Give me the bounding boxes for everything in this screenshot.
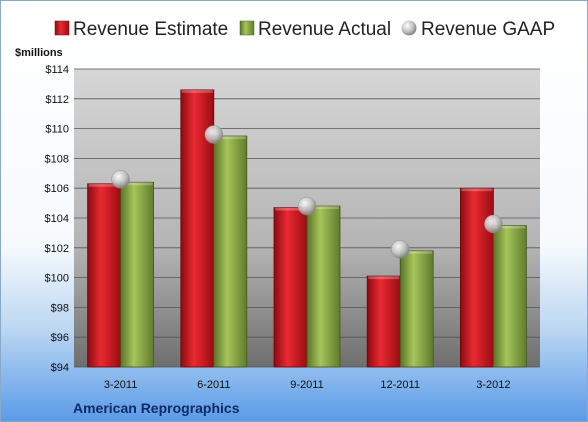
bar-estimate-highlight: [368, 276, 400, 280]
legend-label-actual: Revenue Actual: [258, 19, 391, 40]
gaap-marker: [390, 240, 410, 259]
x-tick-label: 12-2011: [380, 379, 420, 391]
bar-estimate: [459, 187, 494, 368]
legend-swatch-gaap: [401, 20, 417, 36]
y-tick-label: $96: [51, 332, 69, 344]
y-tick-label: $98: [51, 302, 69, 314]
bars: [87, 89, 527, 368]
bar-actual: [306, 205, 341, 368]
y-tick-label: $94: [51, 362, 69, 374]
bar-actual: [213, 135, 248, 368]
bar-actual-highlight: [494, 225, 526, 229]
bar-actual-highlight: [308, 206, 339, 210]
gaap-marker: [111, 170, 130, 189]
y-tick-label: $104: [45, 213, 69, 225]
x-axis-ticks: 3-2011 6-2011 9-2011 12-2011 3-2012: [104, 379, 511, 391]
bar-estimate: [366, 275, 401, 368]
legend-item-actual: Revenue Actual: [239, 19, 391, 40]
bar-actual-highlight: [121, 182, 153, 186]
x-tick-label: 3-2011: [104, 379, 137, 391]
legend-item-estimate: Revenue Estimate: [54, 19, 228, 40]
y-axis-unit-label: $millions: [15, 47, 63, 59]
bar-estimate-highlight: [461, 188, 493, 192]
legend-label-gaap: Revenue GAAP: [421, 19, 555, 40]
x-tick-label: 9-2011: [290, 379, 323, 391]
y-axis-ticks: $94 $96 $98 $100 $102 $104 $106 $108 $110 $112 $11…: [45, 64, 69, 374]
y-tick-label: $114: [45, 64, 69, 76]
bar-estimate-highlight: [88, 183, 120, 187]
bar-estimate: [87, 183, 121, 368]
gaap-marker: [297, 196, 317, 216]
bar-actual-highlight: [401, 250, 433, 254]
y-tick-label: $112: [45, 94, 69, 106]
bar-actual: [492, 225, 527, 368]
company-name: American Reprographics: [73, 400, 240, 416]
gaap-markers: [111, 125, 503, 259]
y-tick-label: $106: [45, 183, 69, 195]
y-tick-label: $100: [45, 273, 69, 285]
bar-estimate-highlight: [181, 89, 213, 93]
y-tick-label: $108: [45, 153, 69, 165]
bar-actual-highlight: [214, 136, 246, 140]
x-tick-label: 3-2012: [476, 379, 510, 391]
legend-swatch-estimate: [54, 20, 70, 36]
bar-actual: [120, 181, 154, 368]
legend-swatch-actual: [239, 20, 255, 36]
legend-label-estimate: Revenue Estimate: [73, 19, 228, 40]
gaap-marker: [204, 125, 224, 144]
bar-estimate: [273, 207, 308, 368]
bar-estimate-highlight: [275, 207, 306, 211]
gaap-marker: [484, 214, 503, 234]
bar-actual: [399, 250, 434, 368]
y-tick-label: $110: [45, 124, 69, 136]
legend-item-gaap: Revenue GAAP: [401, 19, 555, 40]
x-tick-label: 6-2011: [197, 379, 230, 391]
y-tick-label: $102: [45, 243, 69, 255]
legend: Revenue Estimate Revenue Actual Revenue …: [54, 19, 555, 40]
